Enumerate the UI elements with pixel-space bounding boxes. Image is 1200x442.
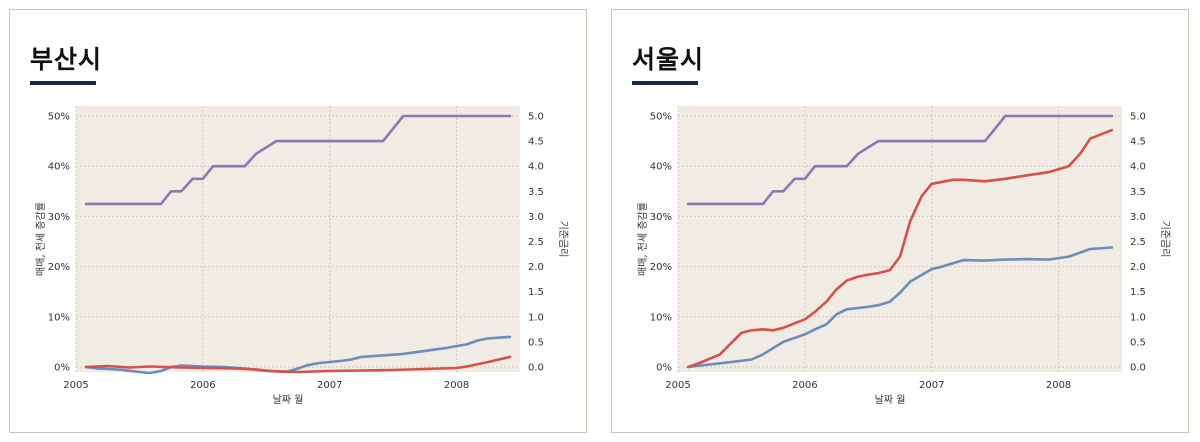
x-tick-label: 2007 (317, 380, 342, 391)
y2-tick-label: 0.0 (528, 362, 544, 373)
y2-axis-label: 기준금리 (557, 221, 569, 258)
series-line-2 (686, 128, 1114, 369)
x-tick-label: 2005 (63, 380, 88, 391)
y-tick-label: 0% (656, 362, 672, 373)
y2-tick-label: 1.0 (528, 312, 544, 323)
y2-tick-label: 1.0 (1130, 312, 1146, 323)
x-tick-label: 2006 (792, 380, 817, 391)
y2-tick-label: 2.0 (1130, 262, 1146, 273)
y2-tick-label: 4.5 (528, 137, 544, 148)
y-tick-label: 50% (650, 112, 672, 123)
y-tick-label: 40% (48, 162, 70, 173)
panel-seoul: 서울시 0% 10% 20% 30% 40% 50% 0.0 0.5 1.0 1.5 2.0 2.5 3… (611, 9, 1189, 433)
y-axis-label: 매매, 전세 증감률 (35, 202, 47, 276)
series-line-1 (84, 335, 512, 375)
y2-tick-label: 0.5 (528, 337, 544, 348)
series-line-0 (686, 114, 1114, 206)
y2-tick-label: 2.0 (528, 262, 544, 273)
x-tick-label: 2006 (190, 380, 215, 391)
y-axis-label: 매매, 전세 증감률 (637, 202, 649, 276)
x-tick-label: 2007 (919, 380, 944, 391)
y2-axis-label: 기준금리 (1159, 221, 1171, 258)
x-tick-label: 2005 (665, 380, 690, 391)
x-tick-label: 2008 (1046, 380, 1071, 391)
x-tick-label: 2008 (444, 380, 469, 391)
y-tick-label: 10% (650, 312, 672, 323)
x-axis-label: 날짜 월 (875, 394, 906, 406)
y2-tick-label: 1.5 (528, 287, 544, 298)
y-tick-label: 30% (48, 212, 70, 223)
panel-title: 서울시 (632, 45, 705, 74)
x-axis-label: 날짜 월 (273, 394, 304, 406)
title-underline (30, 81, 96, 85)
y2-tick-label: 1.5 (1130, 287, 1146, 298)
y2-tick-label: 2.5 (1130, 237, 1146, 248)
y2-tick-label: 3.0 (1130, 212, 1146, 223)
y2-tick-label: 0.5 (1130, 337, 1146, 348)
y2-tick-label: 5.0 (528, 112, 544, 123)
plot-area (678, 106, 1122, 372)
title-underline (632, 81, 698, 85)
y2-tick-label: 3.5 (528, 187, 544, 198)
y2-tick-label: 4.0 (1130, 162, 1146, 173)
y2-tick-label: 4.5 (1130, 137, 1146, 148)
y2-tick-label: 5.0 (1130, 112, 1146, 123)
y2-tick-label: 0.0 (1130, 362, 1146, 373)
y2-tick-label: 3.5 (1130, 187, 1146, 198)
y-tick-label: 10% (48, 312, 70, 323)
panel-busan: 부산시 0% 10% 20% 30% 40% 50% 0.0 0.5 1.0 1.5 2.0 2.5 3… (9, 9, 587, 433)
y2-tick-label: 4.0 (528, 162, 544, 173)
y-tick-label: 20% (650, 262, 672, 273)
y-tick-label: 40% (650, 162, 672, 173)
chart-seoul: 0% 10% 20% 30% 40% 50% 0.0 0.5 1.0 1.5 2.0 2.5 3.0 3.… (637, 106, 1171, 406)
series-line-0 (84, 114, 512, 206)
y-tick-label: 0% (54, 362, 70, 373)
y-tick-label: 20% (48, 262, 70, 273)
plot-area (76, 106, 520, 372)
y-tick-label: 30% (650, 212, 672, 223)
series-line-2 (84, 355, 512, 374)
y2-tick-label: 2.5 (528, 237, 544, 248)
y2-tick-label: 3.0 (528, 212, 544, 223)
y-tick-label: 50% (48, 112, 70, 123)
panel-title: 부산시 (30, 45, 103, 74)
series-line-1 (686, 246, 1114, 369)
chart-busan: 0% 10% 20% 30% 40% 50% 0.0 0.5 1.0 1.5 2.0 2.5 3.0 3.… (35, 106, 569, 406)
